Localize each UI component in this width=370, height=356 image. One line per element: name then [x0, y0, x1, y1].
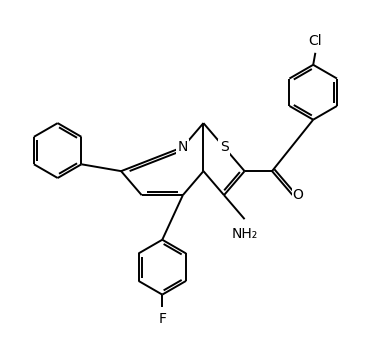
- Text: Cl: Cl: [309, 34, 322, 48]
- Text: F: F: [158, 312, 166, 326]
- Text: S: S: [220, 140, 228, 154]
- Text: NH₂: NH₂: [232, 227, 258, 241]
- Text: N: N: [178, 140, 188, 154]
- Text: O: O: [292, 188, 303, 202]
